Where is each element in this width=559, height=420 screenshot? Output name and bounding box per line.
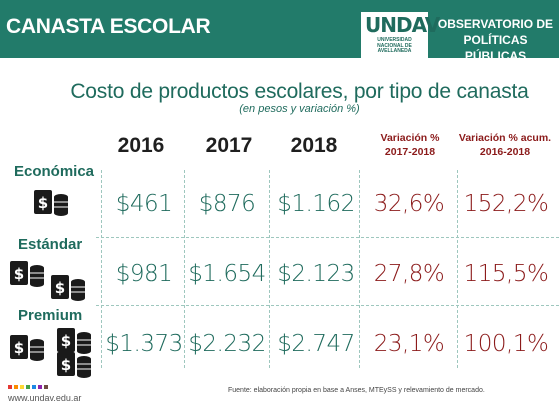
variation-header-line: 2017-2018 (384, 146, 436, 158)
variation-header-line: Variación % (380, 132, 440, 144)
cell-premium-2017: $2.232 (188, 331, 266, 357)
money-bill-coins-icon: $ (10, 261, 44, 287)
brand-colorbar (8, 385, 50, 389)
row-label-premium: Premium (18, 307, 83, 324)
money-bill-coins-icon: $ (57, 328, 91, 354)
cell-premium-accumulated: 100,1% (463, 331, 549, 357)
svg-text:$: $ (38, 194, 48, 212)
cell-estandar-variation: 27,8% (373, 261, 445, 287)
cell-economica-2018: $1.162 (277, 191, 355, 217)
cell-estandar-2018: $2.123 (277, 261, 355, 287)
logo-subtitle: UNIVERSIDAD NACIONAL DE AVELLANEDA (363, 37, 426, 55)
logo-sub-line: UNIVERSIDAD (377, 37, 412, 43)
svg-text:$: $ (14, 265, 24, 283)
money-bill-coins-icon: $ (10, 335, 44, 361)
cell-premium-2016: $1.373 (105, 331, 183, 357)
cell-estandar-2017: $1.654 (188, 261, 266, 287)
svg-text:$: $ (14, 339, 24, 357)
row-label-economica: Económica (14, 163, 95, 180)
money-bill-coins-icon: $ (57, 352, 91, 378)
cell-premium-variation: 23,1% (373, 331, 445, 357)
grid-divider (96, 237, 559, 238)
undav-logo: UNDAV UNIVERSIDAD NACIONAL DE AVELLANEDA (361, 12, 440, 58)
accumulated-header-line: Variación % acum. (458, 132, 552, 144)
column-header-2017: 2017 (205, 134, 253, 157)
column-header-2018: 2018 (290, 134, 338, 157)
column-header-2016: 2016 (117, 134, 165, 157)
grid-divider (96, 305, 559, 306)
logo-sub-line: AVELLANEDA (377, 48, 412, 54)
grid-divider (269, 170, 270, 368)
cell-economica-accumulated: 152,2% (463, 191, 549, 217)
svg-text:$: $ (55, 279, 65, 297)
svg-text:$: $ (61, 332, 71, 350)
column-header-accumulated-variation: Variación % acum. 2016-2018 (457, 131, 553, 159)
cell-estandar-2016: $981 (115, 261, 173, 287)
observatorio-label: OBSERVATORIO DE POLÍTICAS PÚBLICAS (432, 16, 559, 64)
money-bill-coins-icon: $ (51, 275, 85, 301)
grid-divider (457, 170, 458, 368)
grid-divider (184, 170, 185, 368)
money-bill-coins-icon: $ (34, 190, 68, 216)
header-title: CANASTA ESCOLAR (6, 15, 211, 38)
grid-divider (359, 170, 360, 368)
source-note: Fuente: elaboración propia en base a Ans… (228, 387, 485, 394)
observatorio-line: OBSERVATORIO DE (437, 17, 554, 31)
header-bar: CANASTA ESCOLAR UNDAV UNIVERSIDAD NACION… (0, 0, 559, 63)
page-title: Costo de productos escolares, por tipo d… (70, 80, 529, 103)
website-link[interactable]: www.undav.edu.ar (8, 393, 82, 403)
accumulated-header-line: 2016-2018 (479, 146, 531, 158)
cell-premium-2018: $2.747 (277, 331, 355, 357)
row-label-estandar: Estándar (18, 236, 83, 253)
observatorio-line: POLÍTICAS PÚBLICAS (463, 33, 528, 63)
cell-estandar-accumulated: 115,5% (463, 261, 549, 287)
cell-economica-2017: $876 (198, 191, 256, 217)
cell-economica-variation: 32,6% (373, 191, 445, 217)
grid-divider (101, 170, 102, 368)
svg-text:$: $ (61, 356, 71, 374)
logo-mark: UNDAV (365, 13, 440, 37)
column-header-variation: Variación % 2017-2018 (362, 131, 458, 159)
cell-economica-2016: $461 (115, 191, 173, 217)
page-subtitle: (en pesos y variación %) (239, 103, 360, 115)
logo-sub-line: NACIONAL DE (377, 42, 412, 49)
